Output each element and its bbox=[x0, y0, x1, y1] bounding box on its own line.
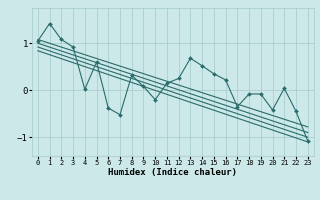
X-axis label: Humidex (Indice chaleur): Humidex (Indice chaleur) bbox=[108, 168, 237, 177]
